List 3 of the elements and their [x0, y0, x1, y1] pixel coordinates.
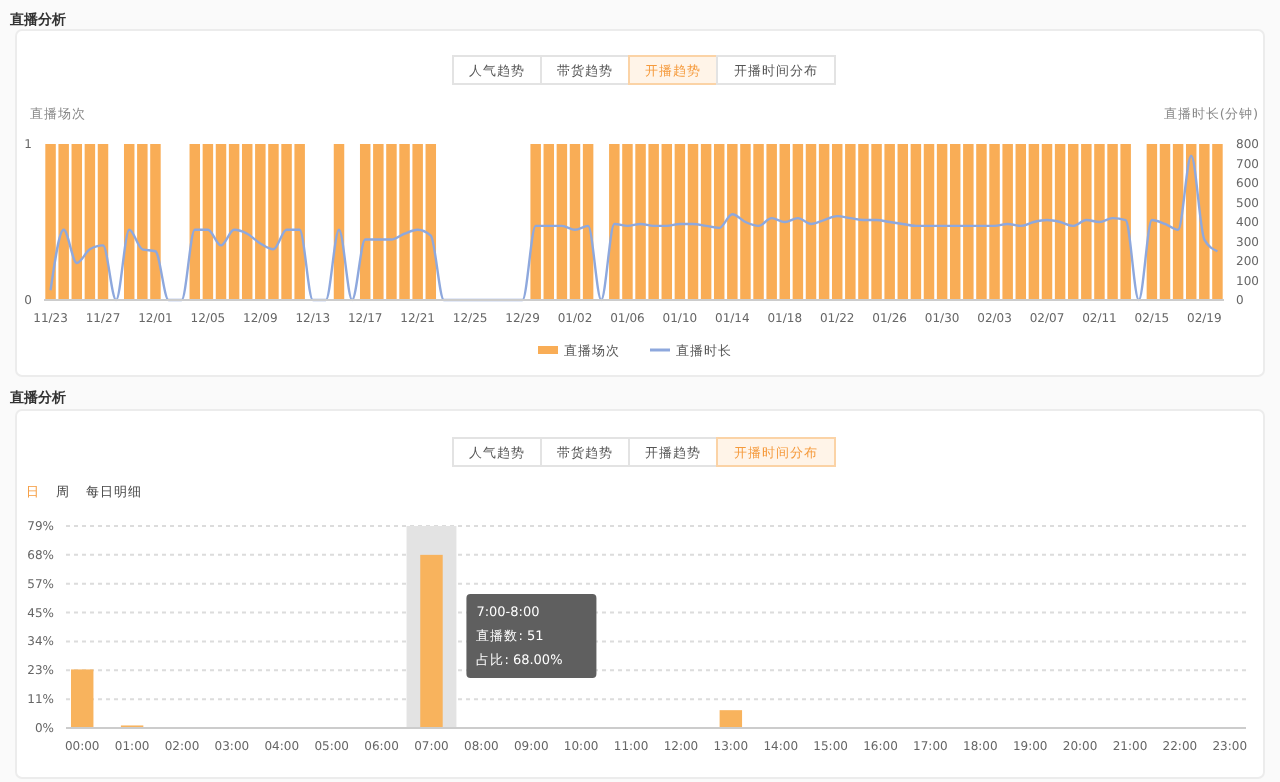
bar: [70, 669, 94, 728]
line-series: [49, 154, 1219, 302]
bar: [719, 710, 743, 728]
